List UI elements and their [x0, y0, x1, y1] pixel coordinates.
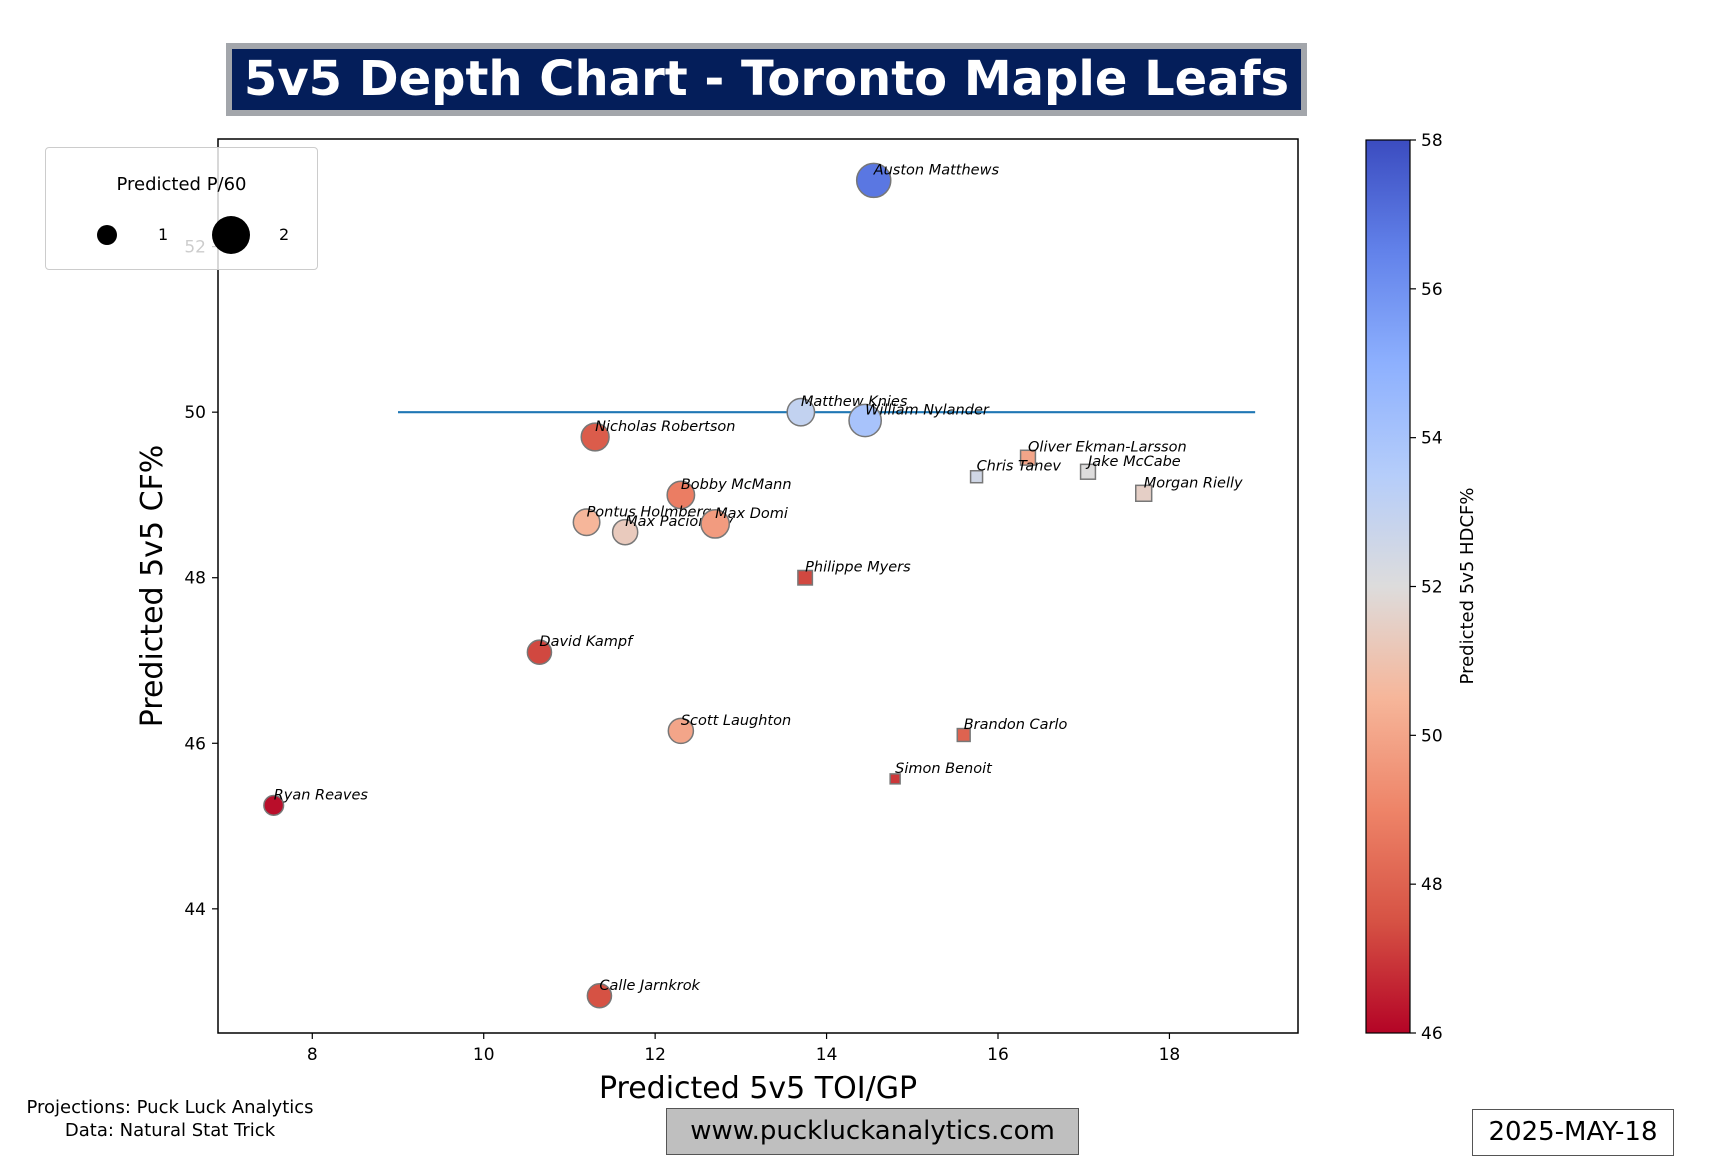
x-tick-label: 12: [644, 1045, 666, 1065]
point-label-nicholas-robertson: Nicholas Robertson: [595, 419, 735, 435]
y-axis-label: Predicted 5v5 CF%: [135, 445, 170, 728]
colorbar-tick-label: 52: [1421, 578, 1443, 598]
footer-credits: Projections: Puck Luck Analytics Data: N…: [0, 1096, 340, 1142]
point-nicholas-robertson: [580, 422, 610, 452]
y-tick-label: 44: [184, 900, 206, 920]
legend: Predicted P/60 1 2: [45, 147, 318, 270]
y-tick-label: 50: [184, 403, 206, 423]
point-brandon-carlo: [956, 727, 971, 743]
point-max-pacioretty: [611, 518, 639, 546]
chart-title: 5v5 Depth Chart - Toronto Maple Leafs: [232, 49, 1301, 110]
point-label-morgan-rielly: Morgan Rielly: [1144, 475, 1243, 491]
colorbar-tick-label: 50: [1421, 726, 1443, 746]
point-matthew-knies: [786, 397, 816, 427]
title-banner: 5v5 Depth Chart - Toronto Maple Leafs: [226, 43, 1307, 116]
point-label-matthew-knies: Matthew Knies: [801, 394, 908, 410]
point-max-domi: [700, 509, 731, 539]
point-label-philippe-myers: Philippe Myers: [805, 560, 911, 576]
legend-marker-large: [212, 216, 250, 254]
x-tick-label: 14: [816, 1045, 838, 1065]
point-bobby-mcmann: [666, 480, 696, 510]
legend-label-large: 2: [279, 225, 290, 244]
point-oliver-ekman-larsson: [1019, 449, 1037, 466]
point-label-jake-mccabe: Jake McCabe: [1085, 454, 1181, 470]
plot-frame: [217, 138, 1299, 1034]
point-label-oliver-ekman-larsson: Oliver Ekman-Larsson: [1028, 440, 1187, 456]
point-scott-laughton: [667, 717, 695, 745]
x-tick-label: 18: [1159, 1045, 1181, 1065]
point-label-auston-matthews: Auston Matthews: [873, 162, 1000, 178]
y-tick-label: 48: [184, 569, 206, 589]
point-label-chris-tanev: Chris Tanev: [977, 459, 1062, 475]
point-label-bobby-mcmann: Bobby McMann: [681, 477, 792, 493]
colorbar-tick-label: 56: [1421, 280, 1443, 300]
point-label-pontus-holmberg: Pontus Holmberg: [587, 504, 712, 520]
point-label-max-domi: Max Domi: [715, 506, 788, 522]
point-label-calle-jarnkrok: Calle Jarnkrok: [599, 978, 700, 994]
point-label-brandon-carlo: Brandon Carlo: [964, 717, 1068, 733]
point-william-nylander: [848, 403, 883, 438]
point-morgan-rielly: [1135, 484, 1153, 503]
point-label-scott-laughton: Scott Laughton: [681, 713, 791, 729]
colorbar-tick-label: 58: [1421, 131, 1443, 151]
legend-title: Predicted P/60: [116, 174, 247, 195]
legend-marker-small: [97, 225, 117, 245]
date-stamp: 2025-MAY-18: [1472, 1109, 1674, 1156]
legend-label-small: 1: [158, 225, 169, 244]
colorbar-tick-label: 54: [1421, 429, 1443, 449]
y-tick-label: 46: [184, 734, 206, 754]
colorbar-tick-label: 46: [1421, 1024, 1443, 1044]
projections-credit: Projections: Puck Luck Analytics: [26, 1097, 314, 1118]
x-tick-label: 10: [473, 1045, 495, 1065]
x-tick-label: 16: [987, 1045, 1009, 1065]
point-label-david-kampf: David Kampf: [539, 634, 634, 650]
point-david-kampf: [526, 639, 553, 666]
point-simon-benoit: [889, 773, 901, 785]
point-label-simon-benoit: Simon Benoit: [895, 761, 993, 777]
x-tick-label: 8: [307, 1045, 318, 1065]
x-axis-label: Predicted 5v5 TOI/GP: [599, 1071, 917, 1106]
colorbar: [1365, 139, 1411, 1034]
website-link[interactable]: www.puckluckanalytics.com: [666, 1108, 1079, 1155]
point-jake-mccabe: [1079, 463, 1097, 480]
point-philippe-myers: [797, 569, 814, 586]
point-chris-tanev: [969, 469, 984, 484]
data-credit: Data: Natural Stat Trick: [64, 1120, 276, 1141]
point-label-william-nylander: William Nylander: [865, 402, 990, 418]
point-pontus-holmberg: [572, 508, 601, 537]
point-ryan-reaves: [263, 794, 285, 816]
point-label-ryan-reaves: Ryan Reaves: [274, 787, 369, 803]
colorbar-label: Predicted 5v5 HDCF%: [1457, 488, 1478, 685]
point-calle-jarnkrok: [586, 982, 613, 1009]
point-auston-matthews: [855, 162, 892, 199]
colorbar-tick-label: 48: [1421, 875, 1443, 895]
